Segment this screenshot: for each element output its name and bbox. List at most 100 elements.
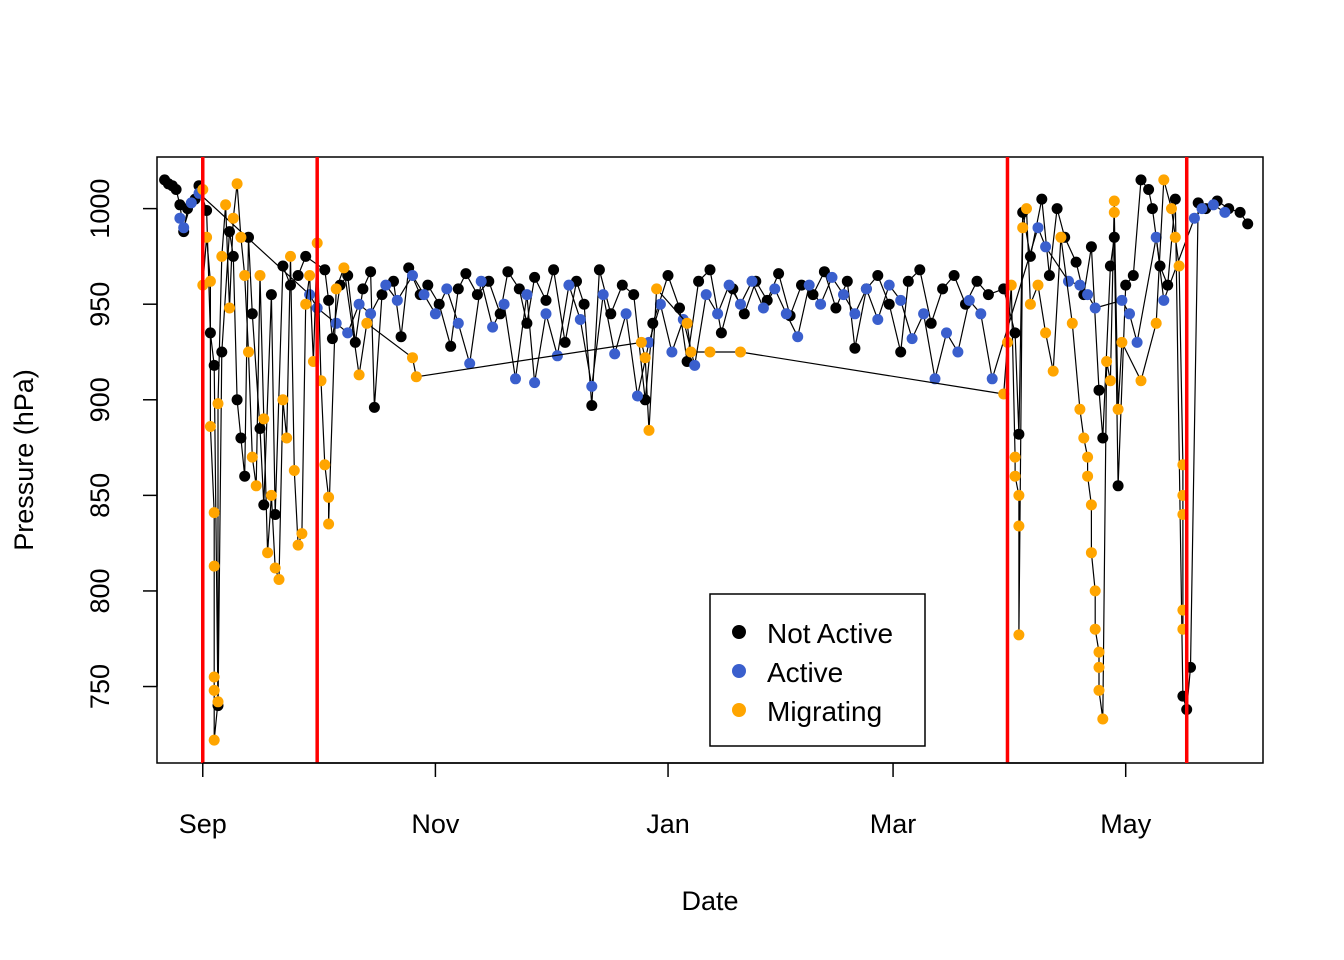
legend-label-active: Active (767, 657, 843, 688)
data-point (269, 562, 281, 574)
data-layer (159, 174, 1254, 746)
series-migrating (197, 174, 1189, 746)
data-point (319, 459, 331, 471)
data-point (1093, 661, 1105, 673)
data-point (818, 266, 830, 278)
data-point (212, 398, 224, 410)
data-point (918, 308, 930, 320)
x-tick-label: Sep (179, 809, 227, 839)
data-point (368, 401, 380, 413)
data-point (185, 197, 197, 209)
data-point (1013, 520, 1025, 532)
data-point (323, 491, 335, 503)
data-point (170, 184, 182, 195)
data-point (929, 373, 941, 385)
data-point (681, 317, 693, 329)
data-point (1085, 241, 1097, 253)
data-point (1101, 356, 1113, 367)
data-point (609, 348, 621, 360)
data-point (872, 314, 884, 325)
data-point (220, 199, 232, 211)
data-point (1108, 195, 1120, 207)
y-tick-label: 850 (85, 473, 115, 518)
data-point (1013, 629, 1025, 641)
data-point (418, 289, 430, 301)
data-point (1143, 184, 1155, 195)
data-point (1166, 203, 1177, 215)
data-point (796, 279, 807, 291)
data-point (849, 308, 861, 320)
data-point (483, 275, 495, 287)
data-point (216, 250, 228, 262)
data-point (578, 298, 590, 310)
data-point (1127, 270, 1139, 281)
data-point (1036, 193, 1048, 205)
data-point (365, 308, 377, 320)
data-point (254, 270, 266, 281)
data-point (502, 266, 514, 278)
data-point (925, 317, 937, 329)
data-point (445, 340, 457, 352)
data-point (277, 394, 289, 406)
data-point (178, 222, 190, 234)
data-point (1009, 451, 1021, 463)
data-point (769, 283, 781, 295)
data-point (1124, 308, 1135, 320)
data-point (883, 279, 895, 291)
data-point (1093, 646, 1105, 658)
data-point (1169, 193, 1181, 205)
data-point (330, 317, 342, 329)
data-point (429, 308, 441, 320)
data-point (1089, 302, 1101, 314)
data-point (258, 499, 270, 511)
data-point (620, 308, 632, 320)
data-point (815, 298, 827, 310)
data-point (1013, 428, 1025, 440)
data-point (353, 298, 365, 310)
data-point (246, 451, 258, 463)
data-point (521, 289, 533, 301)
data-point (1078, 432, 1090, 444)
data-point (304, 289, 316, 301)
data-point (1032, 279, 1044, 291)
data-point (212, 696, 224, 708)
data-point (704, 264, 716, 276)
data-point (963, 294, 975, 306)
data-point (395, 331, 407, 343)
y-tick-label: 800 (85, 568, 115, 613)
data-point (292, 539, 304, 551)
data-point (803, 279, 815, 291)
data-point (597, 289, 609, 301)
data-point (746, 275, 758, 287)
data-point (559, 336, 571, 348)
data-point (616, 279, 628, 291)
data-point (1074, 279, 1086, 291)
data-point (1085, 499, 1097, 511)
data-point (513, 283, 525, 295)
data-point (628, 289, 640, 301)
data-point (1158, 174, 1170, 186)
data-point (906, 333, 918, 345)
data-point (231, 394, 243, 406)
data-point (654, 298, 666, 310)
data-point (227, 250, 239, 262)
data-point (204, 421, 216, 432)
data-point (1150, 317, 1162, 329)
data-point (1116, 336, 1128, 348)
data-point (1082, 451, 1094, 463)
x-tick-label: May (1100, 809, 1152, 839)
data-point (1047, 365, 1059, 377)
data-point (452, 283, 464, 295)
data-point (689, 359, 701, 371)
data-point (548, 264, 560, 276)
data-point (464, 358, 476, 369)
data-point (269, 509, 281, 520)
data-point (277, 260, 289, 272)
legend-label-migrating: Migrating (767, 696, 882, 727)
data-point (422, 279, 434, 291)
y-tick-label: 750 (85, 664, 115, 709)
data-point (986, 373, 998, 385)
data-point (208, 359, 220, 371)
series-line (202, 179, 1184, 741)
